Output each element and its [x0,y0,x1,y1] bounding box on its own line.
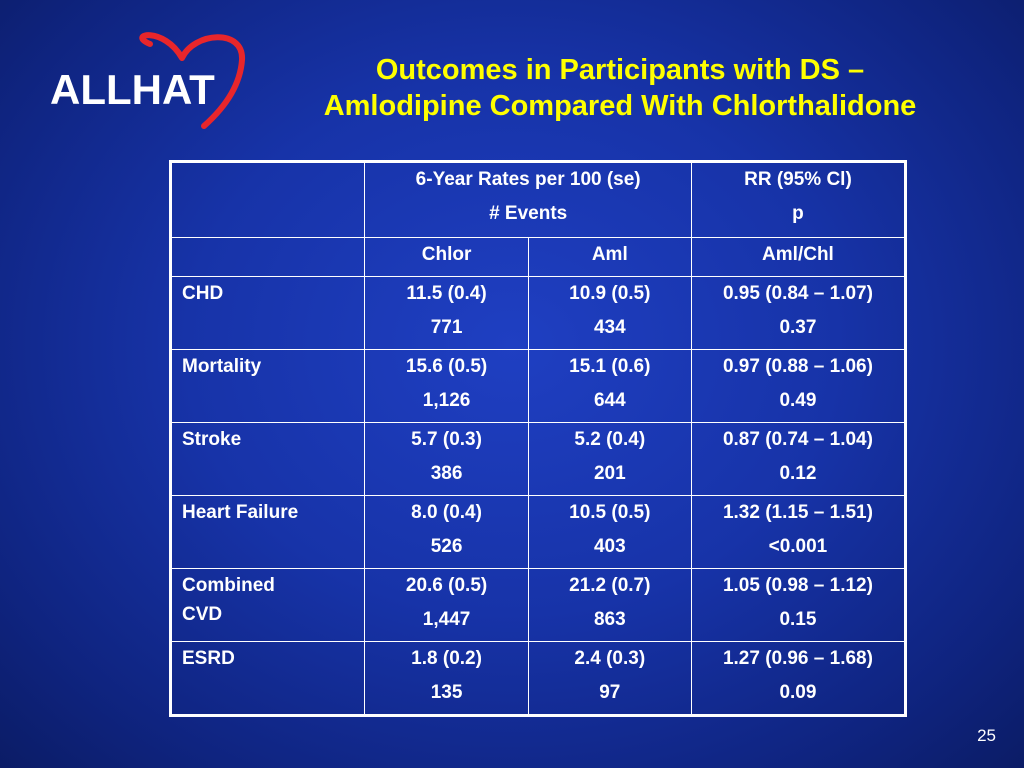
row-label: Combined CVD [169,568,366,642]
chlor-events: 135 [430,682,463,703]
row-label-line-2: CVD [182,604,223,625]
rr-cell: 0.95 (0.84 – 1.07) 0.37 [690,276,907,350]
rates-header-cell: 6-Year Rates per 100 (se) # Events [364,161,692,238]
row-label-text: Stroke [182,429,242,450]
rr-value: 0.97 (0.88 – 1.06) [722,356,873,377]
aml-rate: 2.4 (0.3) [574,648,646,669]
aml-events: 434 [593,317,626,338]
row-label: Mortality [169,349,366,423]
rr-value: 0.95 (0.84 – 1.07) [722,283,873,304]
table-row: Mortality 15.6 (0.5) 1,126 15.1 (0.6) 644 … [169,349,907,423]
chlor-rate: 1.8 (0.2) [411,648,482,669]
page-number: 25 [977,726,996,745]
aml-cell: 10.5 (0.5) 403 [527,495,692,569]
rr-header-line-1: RR (95% Cl) [744,169,852,190]
p-value: 0.15 [779,609,817,630]
aml-events: 403 [593,536,626,557]
chlor-cell: 15.6 (0.5) 1,126 [364,349,529,423]
rr-header-cell: RR (95% Cl) p [690,161,907,238]
table-row: Combined CVD 20.6 (0.5) 1,447 21.2 (0.7) 86… [169,568,907,642]
chlor-rate: 20.6 (0.5) [405,575,488,596]
rr-value: 1.32 (1.15 – 1.51) [722,502,873,523]
row-label-text: ESRD [182,648,235,669]
slide-title: Outcomes in Participants with DS – Amlod… [260,52,980,124]
row-label-text: Heart Failure [182,502,299,523]
p-value: 0.37 [779,317,817,338]
chlor-cell: 20.6 (0.5) 1,447 [364,568,529,642]
header-row: 6-Year Rates per 100 (se) # Events RR (9… [169,161,907,238]
aml-header: Aml [527,237,692,277]
aml-cell: 5.2 (0.4) 201 [527,422,692,496]
allhat-logo: ALLHAT [44,30,254,130]
outcomes-table: 6-Year Rates per 100 (se) # Events RR (9… [169,160,907,717]
row-label-text: Mortality [182,356,262,377]
rr-cell: 1.05 (0.98 – 1.12) 0.15 [690,568,907,642]
aml-rate: 10.5 (0.5) [569,502,651,523]
row-label: Stroke [169,422,366,496]
row-label: ESRD [169,641,366,716]
rr-value: 0.87 (0.74 – 1.04) [722,429,873,450]
aml-cell: 2.4 (0.3) 97 [527,641,692,716]
aml-events: 97 [599,682,621,703]
aml-events: 644 [593,390,626,411]
chlor-cell: 11.5 (0.4) 771 [364,276,529,350]
title-line-2: Amlodipine Compared With Chlorthalidone [323,90,917,122]
rates-header-line-1: 6-Year Rates per 100 (se) [415,169,641,190]
rr-cell: 0.87 (0.74 – 1.04) 0.12 [690,422,907,496]
chlor-events: 526 [430,536,463,557]
chlor-events: 1,447 [422,609,471,630]
chlor-rate: 15.6 (0.5) [405,356,488,377]
rr-value: 1.27 (0.96 – 1.68) [722,648,873,669]
aml-rate: 15.1 (0.6) [569,356,651,377]
p-value: <0.001 [768,536,828,557]
rr-value: 1.05 (0.98 – 1.12) [722,575,873,596]
p-value: 0.49 [779,390,817,411]
rr-cell: 1.27 (0.96 – 1.68) 0.09 [690,641,907,716]
chlor-cell: 8.0 (0.4) 526 [364,495,529,569]
title-line-1: Outcomes in Participants with DS – [375,54,865,86]
chlor-rate: 5.7 (0.3) [411,429,482,450]
table-row: ESRD 1.8 (0.2) 135 2.4 (0.3) 97 1.27 (0.96… [169,641,907,716]
chlor-events: 771 [430,317,463,338]
aml-cell: 15.1 (0.6) 644 [527,349,692,423]
aml-rate: 5.2 (0.4) [574,429,646,450]
chlor-cell: 5.7 (0.3) 386 [364,422,529,496]
chlor-cell: 1.8 (0.2) 135 [364,641,529,716]
chlor-rate: 8.0 (0.4) [411,502,482,523]
row-label-text: Combined CVD [182,569,364,629]
table-row: Stroke 5.7 (0.3) 386 5.2 (0.4) 201 0.87 (0… [169,422,907,496]
p-value: 0.12 [779,463,817,484]
aml-events: 863 [593,609,626,630]
aml-cell: 10.9 (0.5) 434 [527,276,692,350]
aml-rate: 10.9 (0.5) [569,283,651,304]
empty-header-cell [169,161,366,238]
subheader-row: Chlor Aml Aml/Chl [169,237,907,277]
rr-cell: 0.97 (0.88 – 1.06) 0.49 [690,349,907,423]
chlor-events: 1,126 [422,390,471,411]
chlor-rate: 11.5 (0.4) [406,283,487,304]
table-row: Heart Failure 8.0 (0.4) 526 10.5 (0.5) 403… [169,495,907,569]
heart-icon [139,32,246,129]
chlor-header: Chlor [364,237,529,277]
aml-cell: 21.2 (0.7) 863 [527,568,692,642]
rr-cell: 1.32 (1.15 – 1.51) <0.001 [690,495,907,569]
aml-rate: 21.2 (0.7) [569,575,651,596]
logo-text: ALLHAT [50,66,215,113]
table-row: CHD 11.5 (0.4) 771 10.9 (0.5) 434 0.95 (0.… [169,276,907,350]
row-label-text: CHD [182,283,224,304]
p-value: 0.09 [779,682,817,703]
rates-header-line-2: # Events [489,203,568,224]
ratio-header: Aml/Chl [690,237,907,277]
rr-header-line-2: p [792,203,804,224]
row-label: Heart Failure [169,495,366,569]
chlor-events: 386 [430,463,463,484]
row-label-line-1: Combined [182,575,275,596]
empty-subheader-cell [169,237,366,277]
row-label: CHD [169,276,366,350]
aml-events: 201 [593,463,626,484]
